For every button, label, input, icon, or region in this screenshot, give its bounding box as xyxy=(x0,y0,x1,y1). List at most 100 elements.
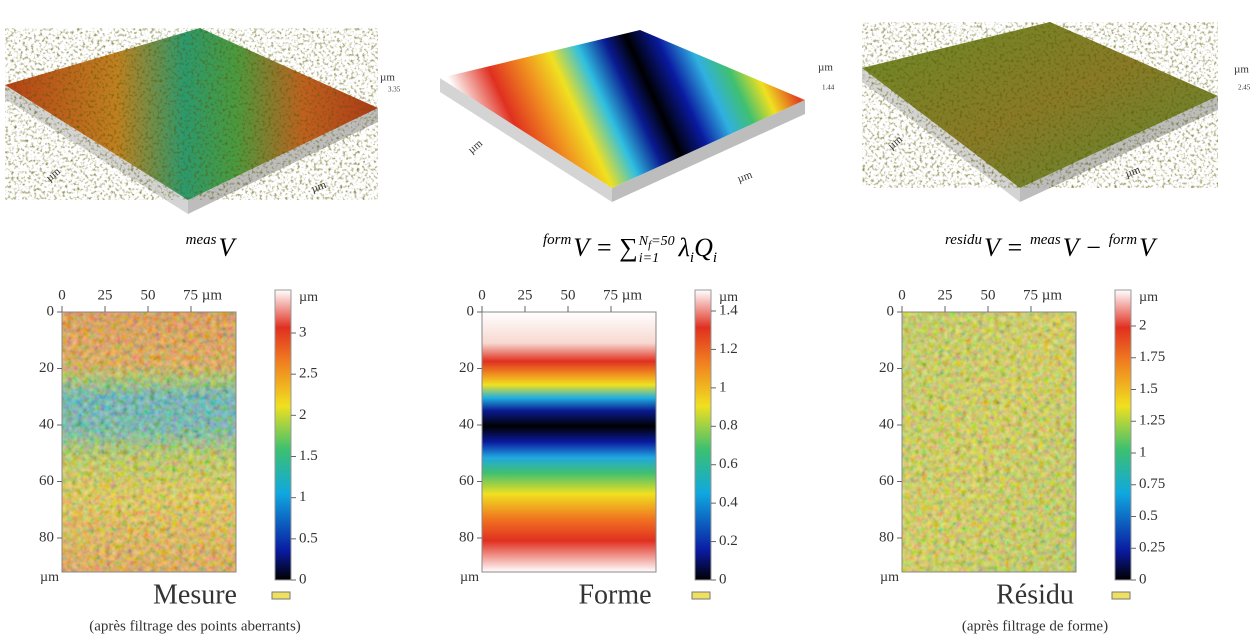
colorbar xyxy=(694,289,712,581)
legend-swatch xyxy=(271,591,291,600)
y-tick-label: 60 xyxy=(459,473,474,489)
formula-part: =50 xyxy=(651,233,675,249)
surface-x-label: µm xyxy=(736,169,755,186)
colorbar-tick-label: 1.4 xyxy=(719,302,738,318)
surface-y-label: µm xyxy=(466,137,485,156)
colorbar-unit: µm xyxy=(1139,290,1158,305)
heatmap-texture xyxy=(902,312,1076,572)
colorbar-tick-label: 3 xyxy=(299,324,307,340)
surface-z-max: 2.45 xyxy=(1238,84,1251,92)
formula: measV xyxy=(0,232,420,263)
colorbar-tick-label: 1 xyxy=(1139,444,1147,460)
colorbar-tick-label: 1.5 xyxy=(299,448,318,464)
surface-y-label: µm xyxy=(44,165,63,184)
surface-y-label: µm xyxy=(886,133,905,152)
x-tick-label: 75 µm xyxy=(183,287,222,303)
formula: formV = ∑ Nf=50 i=1 λiQi xyxy=(420,232,840,267)
colorbar-unit: µm xyxy=(719,290,738,305)
y-tick-label: 0 xyxy=(47,303,55,319)
formula-part: Nf=50 i=1 xyxy=(638,233,675,266)
heatmap xyxy=(482,312,656,572)
panel-title: Forme xyxy=(578,579,651,610)
colorbar-tick-label: 0.5 xyxy=(299,530,318,546)
colorbar-tick-label: 2.5 xyxy=(299,366,318,382)
formula-part: V = ∑ xyxy=(573,233,638,262)
x-tick-label: 50 xyxy=(981,287,996,303)
colorbar-tick-label: 1.75 xyxy=(1139,349,1165,365)
x-tick-label: 0 xyxy=(898,287,906,303)
surface-z-unit: µm xyxy=(1234,64,1249,76)
y-tick-label: 20 xyxy=(879,360,894,376)
colorbar-tick-label: 0.25 xyxy=(1139,540,1165,556)
formula-part: V = xyxy=(983,233,1030,262)
colorbar-tick-label: 0.6 xyxy=(719,456,738,472)
colorbar-tick-label: 0.8 xyxy=(719,418,738,434)
y-unit: µm xyxy=(460,570,479,585)
heatmap-texture xyxy=(62,312,236,572)
y-tick-label: 40 xyxy=(879,416,894,432)
formula-part: form xyxy=(1108,232,1138,248)
surface-base xyxy=(612,100,805,202)
formula-part: V xyxy=(218,233,235,262)
y-unit: µm xyxy=(40,570,59,585)
surface-base xyxy=(1020,96,1218,202)
surface-texture xyxy=(5,28,378,200)
y-tick-label: 20 xyxy=(39,360,54,376)
y-unit: µm xyxy=(880,570,899,585)
formula-part: f xyxy=(648,238,652,251)
surface-base xyxy=(5,85,188,214)
x-tick-label: 50 xyxy=(141,287,156,303)
panel-note: (après filtrage des points aberrants) xyxy=(89,618,301,634)
surface-z-unit: µm xyxy=(380,72,395,84)
formula-part: i=1 xyxy=(638,250,660,266)
surface-texture xyxy=(862,22,1218,188)
x-tick-label: 25 xyxy=(518,287,533,303)
colorbar-tick-label: 0.5 xyxy=(1139,508,1158,524)
formula-part: meas xyxy=(185,232,217,248)
surface-z-unit: µm xyxy=(818,62,833,74)
colorbar-tick-label: 0.75 xyxy=(1139,476,1165,492)
surface-base xyxy=(862,68,1020,202)
legend-swatch xyxy=(1111,591,1131,600)
colorbar-tick-label: 2 xyxy=(1139,317,1147,333)
formula-part: form xyxy=(542,232,572,248)
colorbar-tick-label: 0.4 xyxy=(719,495,738,511)
colorbar-tick-label: 0.2 xyxy=(719,533,738,549)
colorbar-tick-label: 1 xyxy=(719,379,727,395)
colorbar-unit: µm xyxy=(299,290,318,305)
surface-z-max: 3.35 xyxy=(388,86,401,94)
map-frame xyxy=(901,311,1077,573)
y-tick-label: 0 xyxy=(467,303,475,319)
surface-x-label: µm xyxy=(310,179,329,196)
formula-part: λ xyxy=(678,233,690,262)
formula-part: i xyxy=(689,250,695,266)
y-tick-label: 40 xyxy=(39,416,54,432)
colorbar-tick-label: 0 xyxy=(299,571,307,587)
y-tick-label: 0 xyxy=(887,303,895,319)
x-tick-label: 0 xyxy=(478,287,486,303)
surface-plot xyxy=(440,30,805,188)
x-tick-label: 50 xyxy=(561,287,576,303)
surface-base xyxy=(440,78,612,202)
x-tick-label: 0 xyxy=(58,287,66,303)
formula-part: N xyxy=(638,233,649,249)
legend-swatch xyxy=(691,591,711,600)
formula-part: i xyxy=(712,250,718,266)
formula-part: residu xyxy=(945,232,982,248)
surface-base xyxy=(188,108,378,214)
y-tick-label: 80 xyxy=(39,529,54,545)
colorbar-tick-label: 1.25 xyxy=(1139,413,1165,429)
map-frame xyxy=(481,311,657,573)
panel-note: (après filtrage de forme) xyxy=(962,618,1108,634)
y-tick-label: 60 xyxy=(39,473,54,489)
formula-part: meas xyxy=(1029,232,1061,248)
y-tick-label: 40 xyxy=(459,416,474,432)
map-frame xyxy=(61,311,237,573)
x-tick-label: 75 µm xyxy=(603,287,642,303)
y-tick-label: 80 xyxy=(459,529,474,545)
x-tick-label: 25 xyxy=(98,287,113,303)
colorbar-tick-label: 1.2 xyxy=(719,341,738,357)
x-tick-label: 75 µm xyxy=(1023,287,1062,303)
